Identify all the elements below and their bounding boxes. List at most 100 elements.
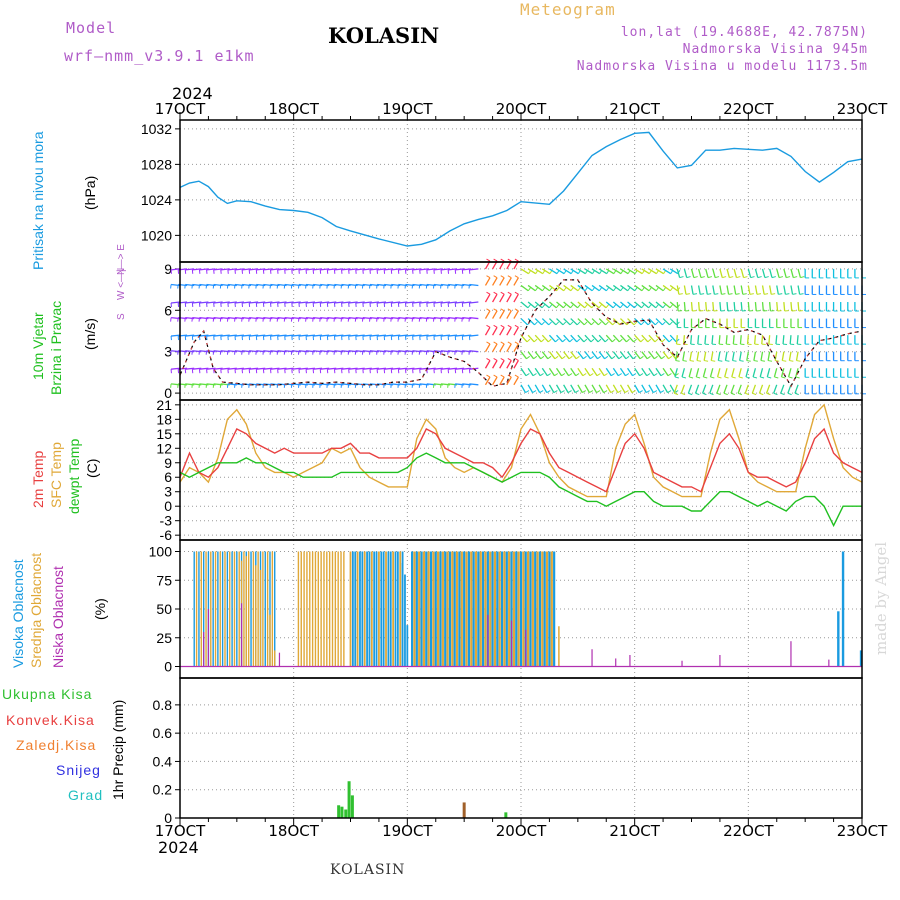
cloud-bar — [529, 551, 532, 667]
cloud-bar — [536, 551, 539, 667]
wind-barb — [789, 335, 792, 345]
wind-barb — [738, 368, 742, 378]
wind-barb-feather — [710, 376, 715, 379]
wind-barb — [405, 334, 415, 337]
wind-barb — [369, 268, 379, 271]
wind-barb-feather — [507, 258, 512, 262]
wind-barb — [455, 334, 465, 337]
wind-barb-feather — [541, 304, 546, 309]
wind-barb — [680, 384, 686, 394]
wind-barb — [384, 367, 394, 370]
wind-barb — [534, 318, 543, 326]
wind-barb-feather — [493, 291, 498, 295]
wind-barb-feather — [493, 358, 498, 361]
cloud-bar — [378, 551, 380, 667]
date-label-bottom: 23OCT — [837, 822, 888, 840]
wind-barb — [577, 268, 586, 275]
wind-barb — [455, 301, 465, 304]
wind-barb-feather — [576, 321, 581, 326]
year-top: 2024 — [172, 84, 213, 103]
cloud-bar-low — [629, 655, 631, 667]
wind-barb — [591, 284, 600, 292]
wind-barb — [541, 268, 551, 275]
wind-barb — [327, 268, 337, 271]
wind-barb — [577, 301, 586, 309]
wind-barb — [702, 368, 707, 378]
cloud-bar — [524, 551, 527, 667]
wind-barb — [355, 367, 365, 370]
wind-barb-feather — [753, 360, 758, 362]
wind-barb — [584, 301, 593, 309]
wind-barb — [263, 268, 273, 271]
wind-barb — [369, 301, 379, 304]
wind-barb-feather — [745, 392, 750, 396]
wind-barb-feather — [554, 373, 559, 377]
wind-barb-feather — [486, 308, 491, 312]
wind-barb — [391, 367, 401, 370]
wind-barb — [598, 268, 608, 275]
wind-barb — [170, 334, 181, 337]
cloud-bar — [370, 551, 373, 667]
wind-barb-feather — [500, 358, 505, 361]
wind-barb-feather — [661, 355, 665, 360]
sfc-temp-line — [179, 403, 863, 498]
wind-barb — [234, 268, 245, 271]
wind-barb — [563, 318, 571, 326]
date-label-top: 22OCT — [723, 100, 774, 118]
wind-barb — [591, 268, 601, 275]
wind-barb — [227, 334, 237, 337]
cloud-bar — [233, 551, 236, 667]
cloud-bar-high — [859, 650, 863, 667]
wind-barb — [768, 301, 772, 312]
wind-barb — [744, 384, 749, 394]
wind-barb — [541, 334, 549, 343]
wind-barb — [570, 334, 578, 343]
wind-barb — [412, 367, 422, 370]
precip-bar-freezing — [462, 802, 466, 818]
cloud-bar — [453, 551, 456, 667]
ytick-label: 75 — [156, 572, 172, 588]
wind-barb-feather — [532, 390, 537, 394]
elevation: Nadmorska Visina 945m — [682, 42, 868, 57]
cloud-bar — [274, 551, 276, 667]
wind-barb — [605, 268, 615, 275]
wind-barb-feather — [500, 374, 505, 378]
cloud-bar — [396, 551, 399, 667]
wind-barb — [556, 284, 565, 292]
wind-barb — [613, 268, 622, 275]
precip-bar — [340, 806, 344, 818]
cloud-bar — [531, 551, 534, 667]
wind-barb — [305, 301, 316, 304]
wind-barb-feather — [584, 287, 588, 292]
wind-barb — [499, 293, 505, 303]
wind-barb-feather — [700, 293, 705, 295]
wind-barb — [697, 285, 701, 295]
wind-barb — [448, 334, 458, 337]
wind-barb-feather — [660, 390, 665, 394]
wind-barb — [669, 284, 678, 292]
wind-barb-feather — [780, 392, 785, 396]
wind-barb — [549, 268, 558, 275]
cloud-bar-low — [207, 609, 210, 667]
wind-barb-feather — [620, 287, 624, 292]
wind-barb — [682, 351, 686, 361]
wind-barb-feather — [604, 355, 609, 360]
cloud-bar — [479, 551, 482, 667]
wind-barb-feather — [591, 321, 595, 326]
cloud-bar — [491, 551, 494, 667]
ytick-label: 0 — [164, 498, 172, 514]
wind-barb-feather — [667, 390, 672, 394]
wind-barb — [690, 285, 694, 295]
wind-barb — [641, 268, 650, 275]
wind-barb — [598, 367, 605, 377]
wind-barb — [291, 268, 301, 271]
wind-barb-feather — [534, 321, 538, 326]
wind-barb-feather — [619, 304, 624, 309]
wind-barb — [769, 268, 773, 278]
wind-barb-feather — [738, 376, 743, 379]
cloud-bar-mid — [343, 551, 345, 667]
wind-barbs — [170, 258, 866, 396]
wind-barb-feather — [577, 287, 581, 292]
wind-barb — [412, 301, 422, 304]
cloud-bar — [465, 551, 468, 667]
